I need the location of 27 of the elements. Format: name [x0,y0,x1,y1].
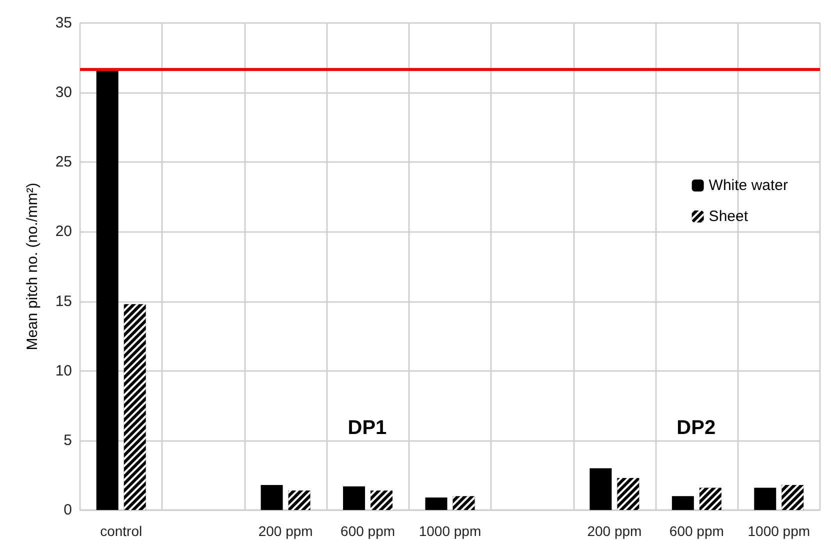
y-tick-label: 35 [55,14,72,32]
y-tick-label: 20 [55,223,72,240]
bar [425,497,448,510]
y-tick-label: 25 [55,154,72,171]
annotation: DP2 [676,417,716,439]
bar [672,496,694,510]
bar [260,484,283,510]
y-tick-label: 10 [55,362,72,380]
x-tick-label: control [100,523,142,539]
y-axis-title: Mean pitch no. (no./mm²) [24,182,41,350]
x-tick-label: 600 ppm [340,523,396,539]
x-tick-label: 1000 ppm [748,523,810,539]
bar [754,488,776,510]
x-tick-label: 600 ppm [669,523,724,539]
y-tick-label: 30 [55,84,72,102]
annotation: DP1 [348,417,387,439]
x-tick-label: 200 ppm [587,523,642,539]
x-tick-label: 200 ppm [258,523,313,539]
bar [96,70,118,510]
bar [343,486,366,510]
x-tick-label: 1000 ppm [418,523,482,539]
legend-label: White water [708,177,788,194]
y-tick-label: 5 [64,432,72,449]
y-tick-label: 15 [55,292,72,310]
y-tick-label: 0 [64,502,72,518]
legend-label: Sheet [708,208,749,225]
bar [590,468,612,510]
